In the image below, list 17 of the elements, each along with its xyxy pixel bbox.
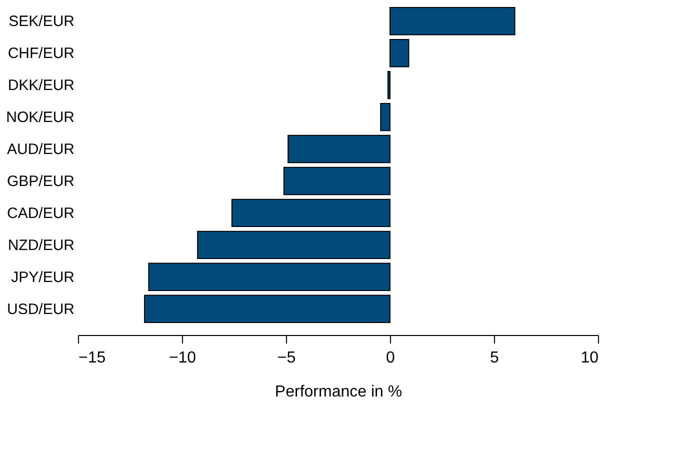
y-tick-label: DKK/EUR [8,77,75,94]
x-tick-label: 10 [580,350,599,366]
y-tick-label: NZD/EUR [8,236,75,254]
y-tick-label: NOK/EUR [6,109,75,126]
y-tick-label: GBP/EUR [6,172,75,190]
x-tick-label: 0 [386,350,396,366]
x-tick-label: −10 [168,350,196,366]
x-tick-label: −5 [277,350,296,366]
y-tick-label: USD/EUR [6,300,75,318]
y-tick-label: SEK/EUR [8,13,75,30]
y-tick-label: JPY/EUR [11,268,75,286]
x-tick-label: −15 [78,350,106,366]
y-tick-label: CHF/EUR [8,45,75,62]
x-tick-label: 5 [490,350,500,366]
x-axis-title: Performance in % [274,384,402,400]
y-tick-label: AUD/EUR [6,141,75,158]
y-tick-label: CAD/EUR [6,204,75,222]
